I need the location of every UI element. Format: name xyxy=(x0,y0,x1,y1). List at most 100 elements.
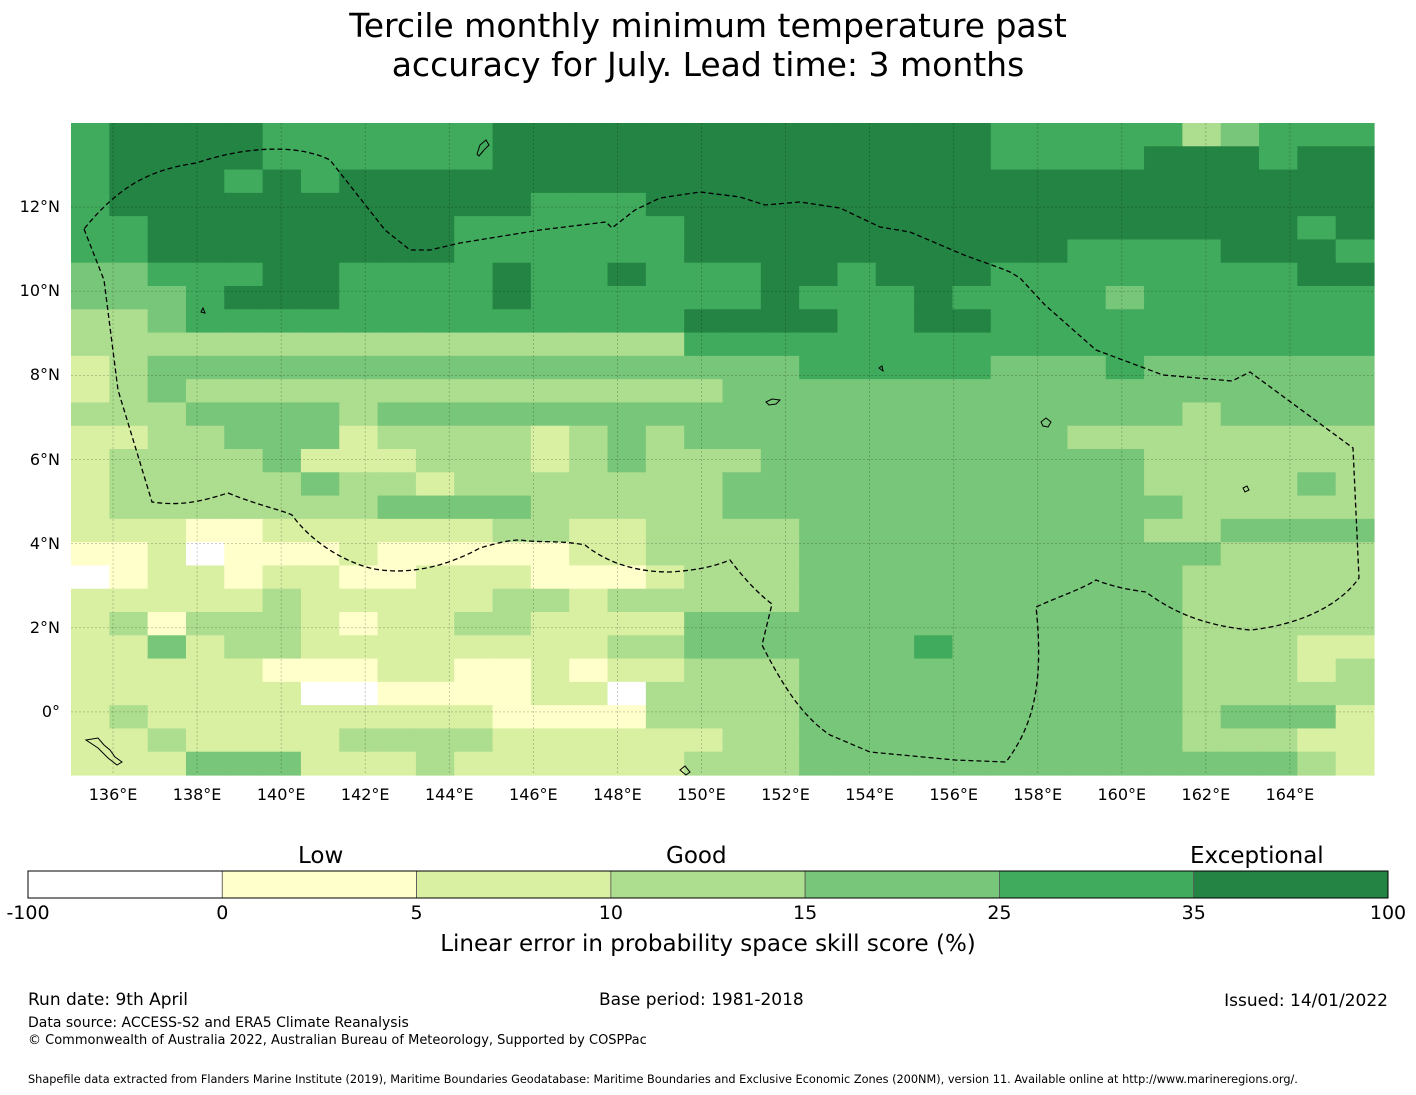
grid-cell xyxy=(990,751,1030,776)
grid-cell xyxy=(492,635,532,660)
grid-cell xyxy=(1297,658,1337,683)
grid-cell xyxy=(109,146,149,171)
grid-cell xyxy=(1182,355,1222,380)
grid-cell xyxy=(300,588,340,613)
grid-cell xyxy=(415,169,455,194)
grid-cell xyxy=(760,542,800,567)
grid-cell xyxy=(684,355,724,380)
grid-cell xyxy=(224,588,264,613)
grid-cell xyxy=(837,262,877,287)
grid-cell xyxy=(185,635,225,660)
grid-cell xyxy=(722,355,762,380)
grid-cell xyxy=(1067,309,1107,334)
grid-cell xyxy=(799,728,839,753)
grid-cell xyxy=(1105,542,1145,567)
grid-cell xyxy=(990,192,1030,217)
grid-cell xyxy=(377,402,417,427)
grid-cell xyxy=(147,379,187,404)
grid-cell xyxy=(1335,355,1375,380)
grid-cell xyxy=(1144,332,1183,357)
grid-cell xyxy=(109,472,149,497)
grid-cell xyxy=(262,169,302,194)
grid-cell xyxy=(262,286,302,310)
grid-cell xyxy=(1182,262,1222,287)
grid-cell xyxy=(262,612,302,636)
grid-cell xyxy=(760,123,800,147)
colorbar-label: Linear error in probability space skill … xyxy=(440,931,976,957)
grid-cell xyxy=(760,379,800,404)
grid-cell xyxy=(1029,658,1069,683)
grid-cell xyxy=(1182,332,1222,357)
grid-cell xyxy=(262,425,302,450)
grid-cell xyxy=(109,262,149,287)
grid-cell xyxy=(339,472,379,497)
grid-cell xyxy=(914,286,954,310)
grid-cell xyxy=(990,472,1030,497)
grid-cell xyxy=(454,123,494,147)
grid-cell xyxy=(569,425,609,450)
grid-cell xyxy=(875,332,915,357)
grid-cell xyxy=(837,309,877,334)
grid-cell xyxy=(1144,495,1183,520)
grid-cell xyxy=(760,309,800,334)
grid-cell xyxy=(262,728,302,753)
grid-cell xyxy=(1220,542,1260,567)
grid-cell xyxy=(1182,425,1222,450)
grid-cell xyxy=(1105,681,1145,706)
grid-cell xyxy=(1220,123,1260,147)
grid-cell xyxy=(1029,542,1069,567)
grid-cell xyxy=(1297,681,1337,706)
grid-cell xyxy=(339,542,379,567)
grid-cell xyxy=(1144,146,1183,171)
grid-cell xyxy=(415,472,455,497)
grid-cell xyxy=(569,705,609,730)
grid-cell xyxy=(1259,332,1298,357)
grid-cell xyxy=(224,286,264,310)
grid-cell xyxy=(224,751,264,776)
grid-cell xyxy=(109,542,149,567)
grid-cell xyxy=(914,192,954,217)
grid-cell xyxy=(454,751,494,776)
grid-cell xyxy=(377,635,417,660)
grid-cell xyxy=(224,216,264,241)
grid-cell xyxy=(1029,449,1069,473)
grid-cell xyxy=(492,169,532,194)
grid-cell xyxy=(1335,565,1375,590)
grid-cell xyxy=(799,449,839,473)
grid-cell xyxy=(300,542,340,567)
grid-cell xyxy=(875,635,915,660)
grid-cell xyxy=(530,588,570,613)
grid-cell xyxy=(569,449,609,473)
grid-cell xyxy=(262,681,302,706)
grid-cell xyxy=(569,518,609,543)
grid-cell xyxy=(339,332,379,357)
base-period: Base period: 1981-2018 xyxy=(599,990,804,1010)
grid-cell xyxy=(1182,449,1222,473)
grid-cell xyxy=(684,123,724,147)
grid-cell xyxy=(875,705,915,730)
grid-cell xyxy=(952,681,992,706)
grid-cell xyxy=(1297,612,1337,636)
grid-cell xyxy=(185,425,225,450)
grid-cell xyxy=(339,495,379,520)
grid-cell xyxy=(722,146,762,171)
grid-cell xyxy=(415,565,455,590)
longitude-label: 158°E xyxy=(1013,785,1063,804)
grid-cell xyxy=(377,123,417,147)
grid-cell xyxy=(454,728,494,753)
grid-cell xyxy=(914,332,954,357)
grid-cell xyxy=(1029,123,1069,147)
grid-cell xyxy=(530,472,570,497)
grid-cell xyxy=(760,588,800,613)
grid-cell xyxy=(1259,146,1298,171)
grid-cell xyxy=(914,705,954,730)
grid-cell xyxy=(1144,728,1183,753)
grid-cell xyxy=(147,169,187,194)
grid-cell xyxy=(530,705,570,730)
grid-cell xyxy=(377,262,417,287)
grid-cell xyxy=(1297,169,1337,194)
grid-cell xyxy=(300,192,340,217)
grid-cell xyxy=(914,565,954,590)
grid-cell xyxy=(1144,588,1183,613)
grid-cell xyxy=(530,146,570,171)
